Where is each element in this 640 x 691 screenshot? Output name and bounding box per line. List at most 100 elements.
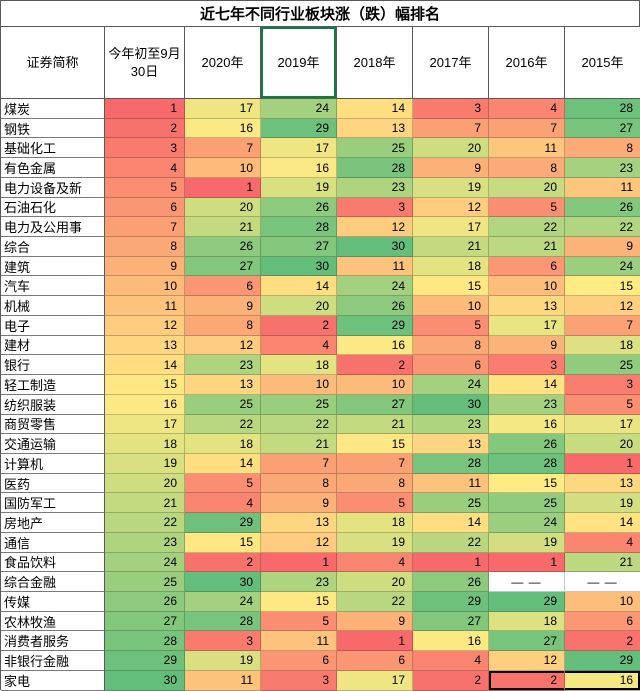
rank-cell[interactable]: 20: [413, 138, 489, 159]
industry-cell[interactable]: 有色金属: [1, 158, 105, 178]
rank-cell[interactable]: 13: [337, 118, 413, 139]
rank-cell[interactable]: 1: [565, 453, 640, 474]
rank-cell[interactable]: 21: [413, 237, 489, 257]
rank-cell[interactable]: 8: [105, 237, 185, 257]
rank-cell[interactable]: 11: [105, 296, 185, 316]
rank-cell[interactable]: 22: [413, 532, 489, 553]
rank-cell[interactable]: 21: [185, 217, 261, 238]
rank-cell[interactable]: 6: [105, 197, 185, 218]
rank-cell[interactable]: 22: [565, 217, 640, 238]
rank-cell[interactable]: 3: [337, 197, 413, 218]
rank-cell[interactable]: 26: [413, 572, 489, 592]
rank-cell[interactable]: 20: [337, 572, 413, 592]
rank-cell[interactable]: 18: [337, 513, 413, 533]
rank-cell[interactable]: 23: [565, 158, 640, 178]
rank-cell[interactable]: 7: [337, 453, 413, 474]
rank-cell[interactable]: 27: [185, 256, 261, 277]
rank-cell[interactable]: 12: [105, 315, 185, 336]
rank-cell[interactable]: 29: [565, 651, 640, 671]
rank-cell[interactable]: 4: [489, 99, 565, 119]
rank-cell[interactable]: 22: [337, 591, 413, 612]
rank-cell[interactable]: 3: [105, 138, 185, 159]
industry-cell[interactable]: 建材: [1, 335, 105, 356]
rank-cell[interactable]: 16: [489, 414, 565, 435]
rank-cell[interactable]: 25: [105, 572, 185, 592]
rank-cell[interactable]: 18: [105, 434, 185, 454]
industry-cell[interactable]: 非银行金融: [1, 651, 105, 671]
rank-cell[interactable]: 12: [565, 296, 640, 316]
rank-cell[interactable]: 17: [489, 315, 565, 336]
rank-cell[interactable]: 13: [105, 335, 185, 356]
rank-cell[interactable]: 4: [105, 158, 185, 178]
rank-cell[interactable]: 7: [565, 315, 640, 336]
rank-cell[interactable]: 15: [105, 375, 185, 395]
rank-cell[interactable]: 17: [337, 670, 413, 691]
rank-cell[interactable]: 5: [565, 394, 640, 415]
industry-cell[interactable]: 传媒: [1, 591, 105, 612]
rank-cell[interactable]: 8: [489, 158, 565, 178]
rank-cell[interactable]: 30: [261, 256, 337, 277]
rank-cell[interactable]: 13: [261, 513, 337, 533]
rank-cell[interactable]: 11: [185, 670, 261, 691]
rank-cell[interactable]: 23: [337, 177, 413, 198]
rank-cell[interactable]: 26: [337, 296, 413, 316]
rank-cell[interactable]: 30: [105, 670, 185, 691]
rank-cell[interactable]: 1: [337, 631, 413, 652]
rank-cell[interactable]: 3: [489, 355, 565, 376]
rank-cell[interactable]: 11: [337, 256, 413, 277]
industry-cell[interactable]: 汽车: [1, 276, 105, 297]
rank-cell[interactable]: 8: [337, 473, 413, 494]
rank-cell[interactable]: 18: [565, 335, 640, 356]
rank-cell[interactable]: 4: [413, 651, 489, 671]
rank-cell[interactable]: 8: [185, 315, 261, 336]
rank-cell[interactable]: 13: [185, 375, 261, 395]
rank-cell[interactable]: 11: [413, 473, 489, 494]
header-cell-2017年[interactable]: 2017年: [413, 27, 489, 99]
industry-cell[interactable]: 通信: [1, 532, 105, 553]
rank-cell[interactable]: 19: [565, 493, 640, 514]
rank-cell[interactable]: 27: [337, 394, 413, 415]
rank-cell[interactable]: 5: [489, 197, 565, 218]
rank-cell[interactable]: 2: [337, 355, 413, 376]
rank-cell[interactable]: 27: [565, 118, 640, 139]
rank-cell[interactable]: 19: [105, 453, 185, 474]
rank-cell[interactable]: 14: [261, 276, 337, 297]
rank-cell[interactable]: 17: [185, 99, 261, 119]
rank-cell[interactable]: 13: [489, 296, 565, 316]
rank-cell[interactable]: 20: [261, 296, 337, 316]
rank-cell[interactable]: 20: [185, 197, 261, 218]
industry-cell[interactable]: 商贸零售: [1, 414, 105, 435]
industry-cell[interactable]: 国防军工: [1, 493, 105, 514]
rank-cell[interactable]: 11: [565, 177, 640, 198]
header-cell-name[interactable]: 证券简称: [1, 27, 105, 99]
rank-cell[interactable]: 15: [565, 276, 640, 297]
industry-cell[interactable]: 计算机: [1, 453, 105, 474]
rank-cell[interactable]: 9: [489, 335, 565, 356]
rank-cell[interactable]: 19: [185, 651, 261, 671]
rank-cell[interactable]: 1: [105, 99, 185, 119]
rank-cell[interactable]: 18: [261, 355, 337, 376]
rank-cell[interactable]: 6: [489, 256, 565, 277]
rank-cell[interactable]: 15: [261, 591, 337, 612]
rank-cell[interactable]: 18: [185, 434, 261, 454]
header-cell-2015年[interactable]: 2015年: [565, 27, 640, 99]
rank-cell[interactable]: 20: [565, 434, 640, 454]
rank-cell[interactable]: 14: [565, 513, 640, 533]
rank-cell[interactable]: 19: [261, 177, 337, 198]
rank-cell[interactable]: 21: [565, 552, 640, 573]
rank-cell[interactable]: 10: [337, 375, 413, 395]
header-cell-2019年[interactable]: 2019年: [261, 27, 337, 99]
rank-cell[interactable]: 24: [185, 591, 261, 612]
rank-cell[interactable]: 14: [489, 375, 565, 395]
rank-cell[interactable]: 20: [105, 473, 185, 494]
industry-cell[interactable]: 交通运输: [1, 434, 105, 454]
rank-cell[interactable]: 25: [489, 493, 565, 514]
industry-cell[interactable]: 综合: [1, 237, 105, 257]
industry-cell[interactable]: 食品饮料: [1, 552, 105, 573]
rank-cell[interactable]: 17: [105, 414, 185, 435]
rank-cell[interactable]: 26: [185, 237, 261, 257]
rank-cell[interactable]: 16: [413, 631, 489, 652]
rank-cell[interactable]: 16: [105, 394, 185, 415]
rank-cell[interactable]: 23: [413, 414, 489, 435]
rank-cell[interactable]: 14: [185, 453, 261, 474]
